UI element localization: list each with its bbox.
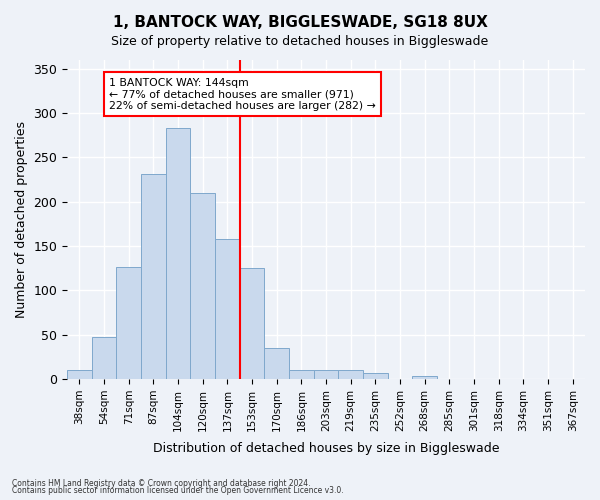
Bar: [314, 370, 338, 379]
Bar: [215, 239, 240, 379]
Bar: [116, 268, 141, 379]
Bar: [92, 338, 116, 379]
Text: Size of property relative to detached houses in Biggleswade: Size of property relative to detached ho…: [112, 35, 488, 48]
Text: Contains public sector information licensed under the Open Government Licence v3: Contains public sector information licen…: [12, 486, 344, 495]
Bar: [265, 348, 289, 379]
Text: Contains HM Land Registry data © Crown copyright and database right 2024.: Contains HM Land Registry data © Crown c…: [12, 478, 311, 488]
Text: 1 BANTOCK WAY: 144sqm
← 77% of detached houses are smaller (971)
22% of semi-det: 1 BANTOCK WAY: 144sqm ← 77% of detached …: [109, 78, 376, 111]
Bar: [67, 370, 92, 379]
Bar: [412, 376, 437, 379]
Bar: [338, 370, 363, 379]
Bar: [141, 174, 166, 379]
Bar: [166, 128, 190, 379]
X-axis label: Distribution of detached houses by size in Biggleswade: Distribution of detached houses by size …: [153, 442, 499, 455]
Bar: [289, 370, 314, 379]
Bar: [190, 193, 215, 379]
Bar: [240, 268, 265, 379]
Text: 1, BANTOCK WAY, BIGGLESWADE, SG18 8UX: 1, BANTOCK WAY, BIGGLESWADE, SG18 8UX: [113, 15, 487, 30]
Y-axis label: Number of detached properties: Number of detached properties: [15, 121, 28, 318]
Bar: [363, 373, 388, 379]
